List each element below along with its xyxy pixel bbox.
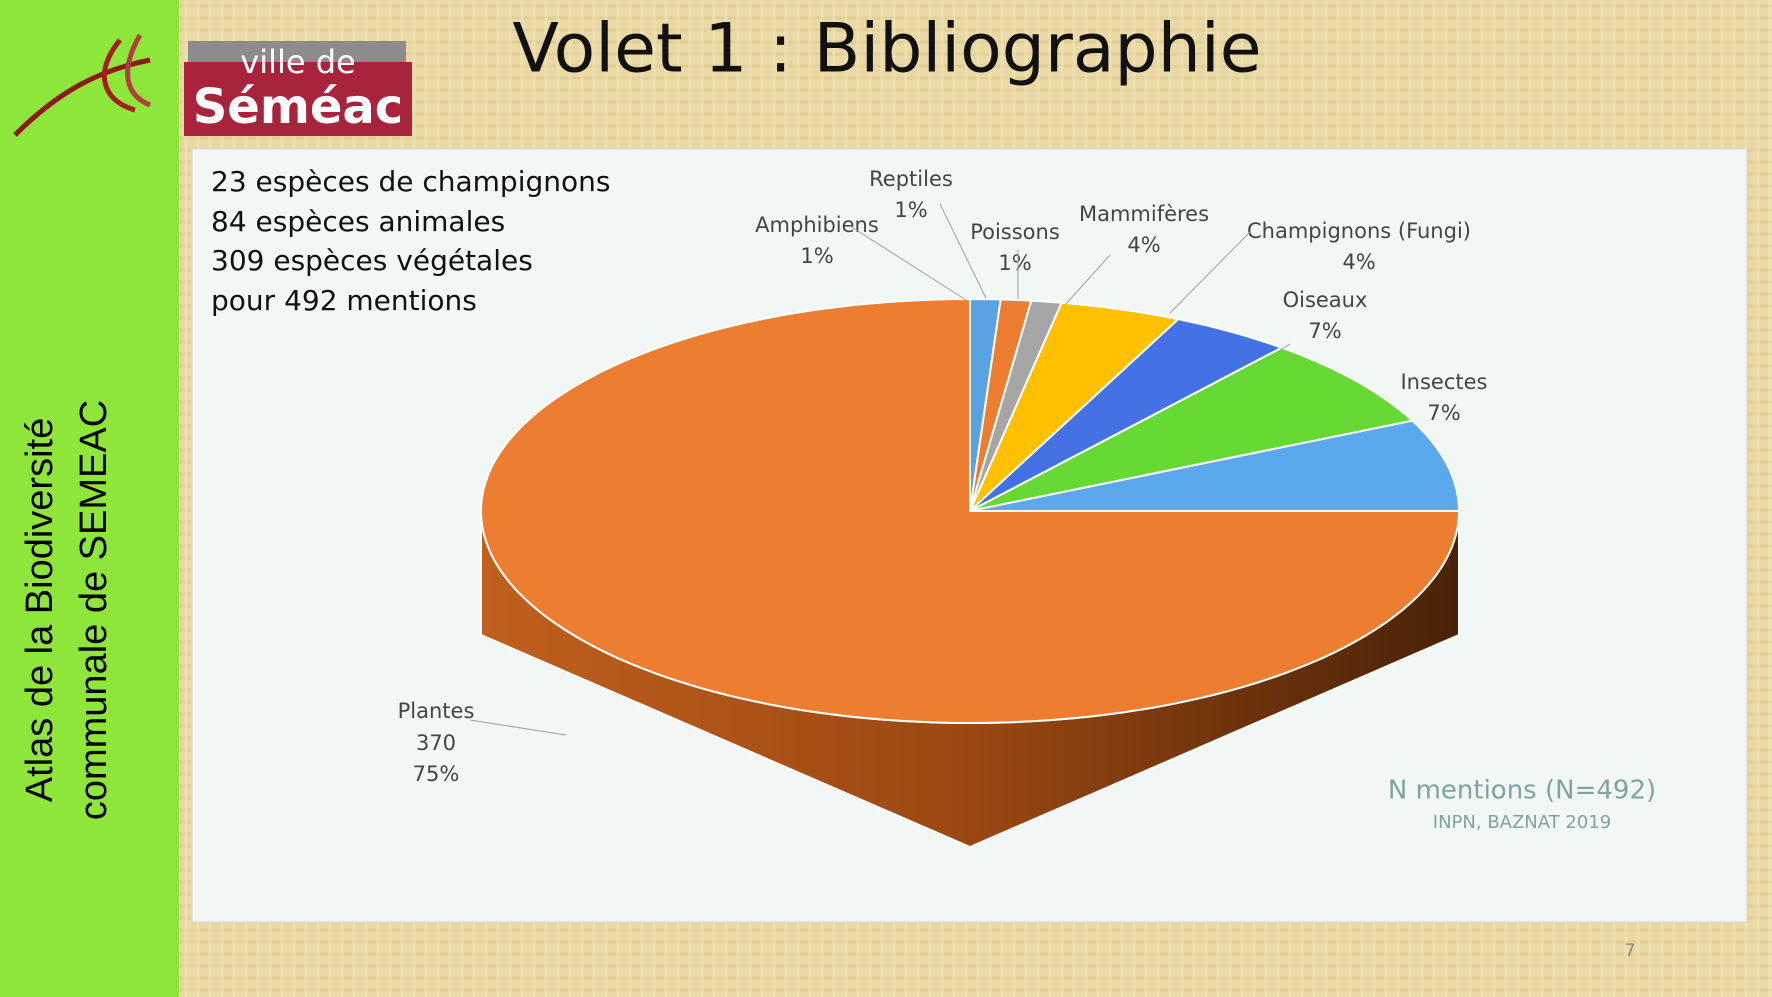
leader-line: [1064, 254, 1111, 306]
summary-line: 309 espèces végétales: [211, 244, 533, 277]
annotation: N mentions (N=492): [1388, 776, 1656, 806]
slice-value-label: 75%: [413, 762, 460, 786]
slice-label: Oiseaux: [1283, 288, 1368, 312]
page-number: 7: [1625, 941, 1636, 961]
logo-swirl: [13, 33, 152, 137]
slice: [969, 346, 1415, 512]
slice-label: Champignons (Fungi): [1247, 219, 1471, 243]
slice-count: 370: [416, 731, 456, 755]
slice-label: Reptiles: [869, 167, 953, 191]
logo-line2: Séméac: [193, 79, 404, 135]
slice-value-label: 7%: [1427, 401, 1460, 425]
slice: [969, 318, 1285, 512]
slice-value-label: 7%: [1308, 319, 1341, 343]
summary-line: 84 espèces animales: [211, 205, 505, 238]
slice-value-label: 4%: [1342, 250, 1375, 274]
leader-line: [939, 203, 987, 299]
summary-line: 23 espèces de champignons: [211, 165, 610, 198]
side-bar: [0, 0, 179, 997]
slice: [969, 419, 1461, 512]
leader-line: [849, 225, 967, 301]
leader-line: [469, 719, 567, 736]
summary-line: pour 492 mentions: [211, 284, 477, 317]
slice: [969, 301, 1181, 512]
pie: Amphibiens 1% Reptiles 1% Poissons 1% Mammifèr…: [398, 167, 1488, 849]
leader-line: [1279, 343, 1291, 351]
side-text: Atlas de la Biodiversité: [19, 418, 61, 802]
slide-title: Volet 1 : Bibliographie: [512, 10, 1261, 89]
slice-label: Poissons: [970, 220, 1060, 244]
slice-value-label: 1%: [998, 251, 1031, 275]
side-text: communale de SEMEAC: [73, 400, 115, 820]
slice-label: Mammifères: [1079, 202, 1209, 226]
slice-value-label: 1%: [800, 244, 833, 268]
logo-box: [184, 62, 412, 136]
slice-label: Amphibiens: [755, 213, 879, 237]
leader-line: [1169, 231, 1251, 314]
slice-label: Plantes: [398, 699, 475, 723]
slice-value-label: 1%: [894, 198, 927, 222]
annotation: INPN, BAZNAT 2019: [1433, 812, 1611, 833]
slice-label: Insectes: [1400, 370, 1487, 394]
slice-value-label: 4%: [1127, 233, 1160, 257]
logo-line1: ville de: [240, 43, 355, 81]
slice: [479, 297, 1461, 725]
